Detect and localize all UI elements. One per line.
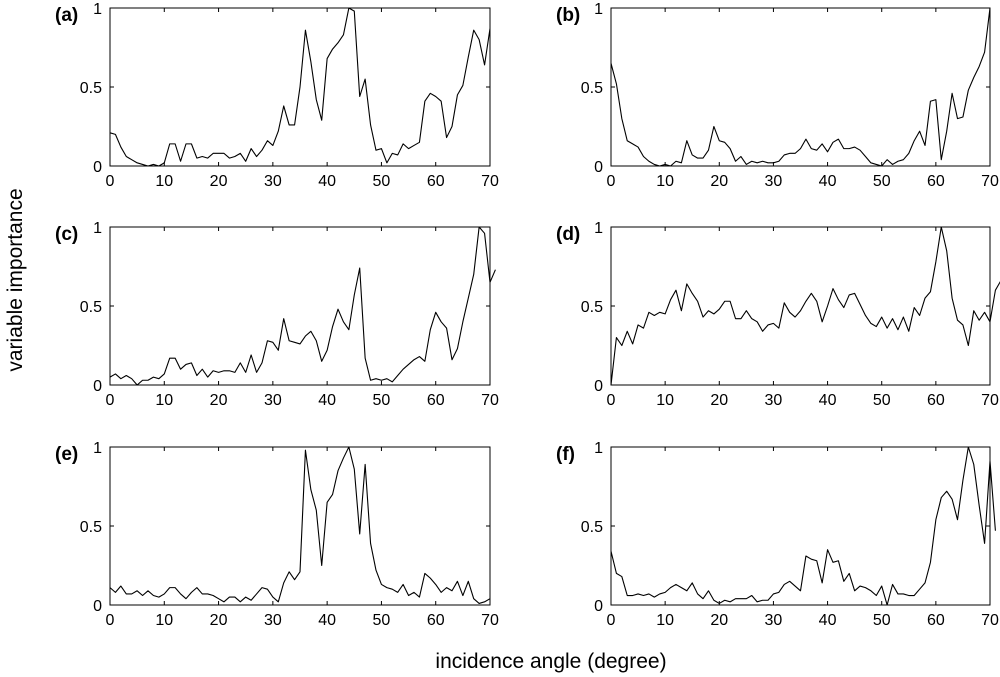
panel-d-xtick-label-0: 0 [607, 392, 616, 409]
panel-f-xtick-label-70: 70 [981, 612, 999, 629]
panel-c-xtick-label-20: 20 [210, 392, 228, 409]
panel-a-xtick-label-30: 30 [264, 173, 282, 190]
panel-d-ytick-label-1: 0.5 [581, 299, 603, 316]
panel-f-xtick-label-60: 60 [927, 612, 945, 629]
panel-f-xtick-label-30: 30 [765, 612, 783, 629]
panel-a-series-line [109, 7, 491, 167]
panel-a-xtick-label-40: 40 [318, 173, 336, 190]
panel-f-series-line [610, 446, 996, 606]
panel-f-xtick-label-20: 20 [710, 612, 728, 629]
panel-b-xtick-label-0: 0 [607, 173, 616, 190]
panel-a-xtick-label-20: 20 [210, 173, 228, 190]
panel-c-xtick-label-60: 60 [427, 392, 445, 409]
panel-d: (d) 0 10 20 30 40 50 60 70 0 0.5 1 [556, 220, 1000, 409]
panel-b-xtick-label-70: 70 [981, 173, 999, 190]
panel-c-xtick-label-40: 40 [318, 392, 336, 409]
panel-a-xtick-label-10: 10 [155, 173, 173, 190]
panel-f-ytick-label-2: 1 [594, 440, 603, 457]
panel-a-xtick-label-70: 70 [481, 173, 499, 190]
panel-b-xtick-label-20: 20 [710, 173, 728, 190]
panel-d-xtick-label-30: 30 [765, 392, 783, 409]
panel-c-label: (c) [55, 224, 78, 245]
panel-e-xtick-label-20: 20 [210, 612, 228, 629]
panel-b: (b) 0 10 20 30 40 50 60 70 0 0.5 1 [556, 1, 999, 190]
panel-b-ytick-label-2: 1 [594, 1, 603, 18]
panel-e-xtick-label-50: 50 [373, 612, 391, 629]
panel-a-ytick-label-2: 1 [93, 1, 102, 18]
panel-e-xtick-label-10: 10 [155, 612, 173, 629]
panel-f-xtick-label-10: 10 [656, 612, 674, 629]
panel-a-xtick-label-0: 0 [106, 173, 115, 190]
panel-d-ytick-label-2: 1 [594, 220, 603, 237]
panel-c-xtick-label-30: 30 [264, 392, 282, 409]
panel-e-ytick-label-1: 0.5 [80, 519, 102, 536]
panel-e-xtick-label-60: 60 [427, 612, 445, 629]
panel-d-xtick-label-10: 10 [656, 392, 674, 409]
panel-a-xtick-label-60: 60 [427, 173, 445, 190]
panel-f-ytick-label-1: 0.5 [581, 519, 603, 536]
y-axis-title: variable importance [4, 188, 27, 371]
panel-b-xtick-label-30: 30 [765, 173, 783, 190]
panel-e-ytick-label-2: 1 [93, 440, 102, 457]
panel-a-label: (a) [55, 5, 78, 26]
panel-c-series-line [109, 226, 496, 386]
panel-d-ytick-label-0: 0 [594, 378, 603, 395]
panel-d-xtick-label-40: 40 [819, 392, 837, 409]
panel-d-xtick-label-60: 60 [927, 392, 945, 409]
panel-f-ytick-label-0: 0 [594, 598, 603, 615]
panel-e-xtick-label-70: 70 [481, 612, 499, 629]
panel-b-label: (b) [556, 5, 580, 26]
panel-c-xtick-label-10: 10 [155, 392, 173, 409]
panel-f-xtick-label-40: 40 [819, 612, 837, 629]
panel-c-ytick-label-1: 0.5 [80, 299, 102, 316]
panel-d-xtick-label-70: 70 [981, 392, 999, 409]
panel-a-xtick-label-50: 50 [373, 173, 391, 190]
panel-d-xtick-label-50: 50 [873, 392, 891, 409]
panel-f: (f) 0 10 20 30 40 50 60 70 0 0.5 1 [556, 440, 999, 629]
panel-b-xtick-label-50: 50 [873, 173, 891, 190]
panel-e-xtick-label-30: 30 [264, 612, 282, 629]
panel-e-label: (e) [55, 444, 78, 465]
panel-e-ytick-label-0: 0 [93, 598, 102, 615]
panel-a-ytick-label-0: 0 [93, 159, 102, 176]
panel-d-series-line [610, 226, 1000, 386]
panel-e-series-line [109, 446, 491, 604]
panel-f-xtick-label-50: 50 [873, 612, 891, 629]
panel-a-ytick-label-1: 0.5 [80, 80, 102, 97]
panel-b-frame [610, 7, 991, 167]
panel-c-xtick-label-70: 70 [481, 392, 499, 409]
panel-b-xtick-label-40: 40 [819, 173, 837, 190]
panel-d-label: (d) [556, 224, 580, 245]
x-axis-title: incidence angle (degree) [435, 650, 666, 673]
panel-f-frame [610, 446, 991, 606]
panel-c-xtick-label-0: 0 [106, 392, 115, 409]
panel-e-xtick-label-0: 0 [106, 612, 115, 629]
panel-f-label: (f) [556, 444, 575, 465]
panel-b-xtick-label-10: 10 [656, 173, 674, 190]
panel-b-ytick-label-0: 0 [594, 159, 603, 176]
panel-a: (a) 0 10 20 30 40 50 60 70 0 0.5 1 [55, 1, 499, 190]
panel-c: (c) 0 10 20 30 40 50 60 70 0 0.5 1 [55, 220, 499, 409]
panel-c-ytick-label-0: 0 [93, 378, 102, 395]
panel-b-xtick-label-60: 60 [927, 173, 945, 190]
panel-b-series-line [610, 7, 991, 167]
panel-d-xtick-label-20: 20 [710, 392, 728, 409]
panel-b-ytick-label-1: 0.5 [581, 80, 603, 97]
panel-e: (e) 0 10 20 30 40 50 60 70 0 0.5 1 [55, 440, 499, 629]
panel-f-xtick-label-0: 0 [607, 612, 616, 629]
panel-c-xtick-label-50: 50 [373, 392, 391, 409]
panel-c-frame [109, 226, 491, 386]
panel-c-ytick-label-2: 1 [93, 220, 102, 237]
panel-e-xtick-label-40: 40 [318, 612, 336, 629]
